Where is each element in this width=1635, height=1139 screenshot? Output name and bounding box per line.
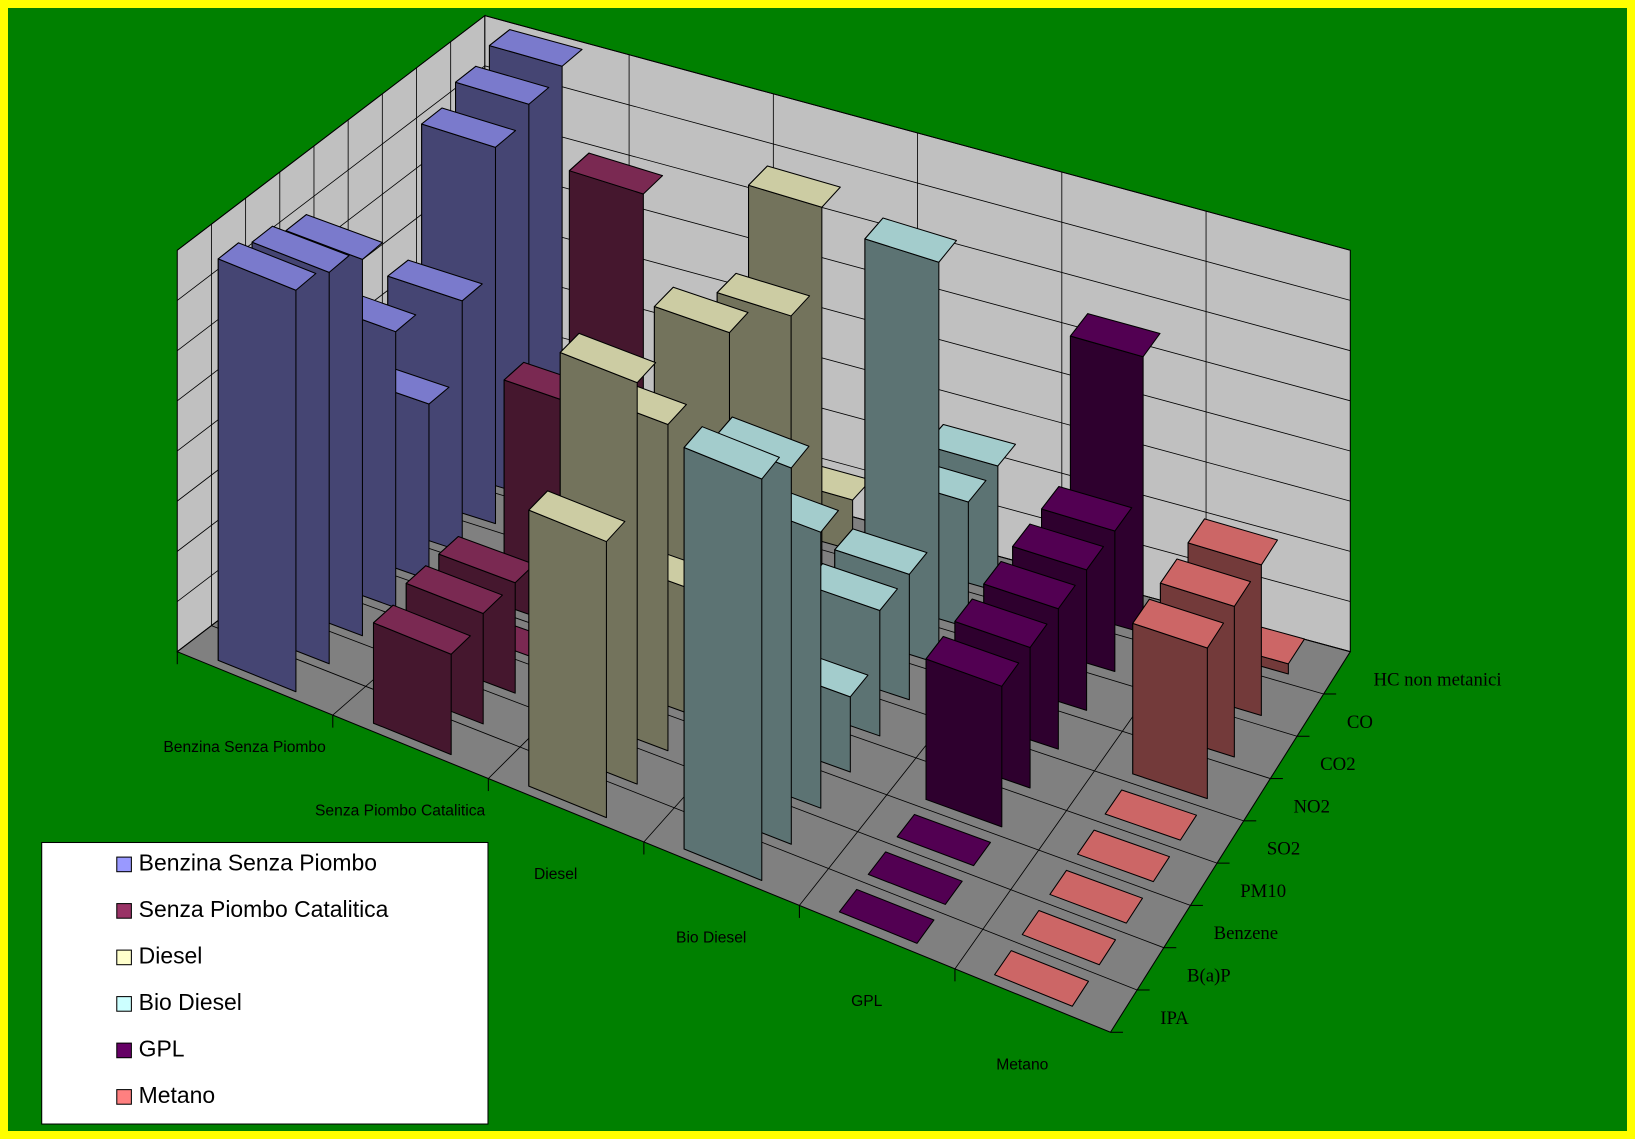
bar-top <box>1077 829 1171 883</box>
legend: Benzina Senza Piombo Senza Piombo Catalit… <box>41 841 489 1125</box>
bar-top <box>1069 313 1161 358</box>
bar-front <box>1132 622 1208 800</box>
legend-box <box>41 841 489 1125</box>
bar-top <box>683 426 780 480</box>
depth-tick-label: SO2 <box>1267 839 1300 860</box>
plot-area: Benzina Senza Piombo Senza Piombo Catalit… <box>41 14 1502 1125</box>
bar-top <box>528 490 626 543</box>
legend-swatch <box>116 996 132 1012</box>
bar-top <box>983 560 1076 610</box>
legend-label: Benzina Senza Piombo <box>139 849 377 875</box>
depth-tick-label: B(a)P <box>1187 965 1231 986</box>
bar <box>683 426 780 881</box>
bar-top <box>405 565 503 615</box>
bar-top <box>251 225 350 273</box>
bar-top <box>488 29 583 67</box>
depth-tick-label: Benzene <box>1214 923 1279 944</box>
depth-tick-label: IPA <box>1160 1008 1189 1029</box>
legend-swatch <box>116 949 132 966</box>
bar <box>867 851 963 905</box>
bar-top <box>748 165 841 208</box>
bar-top <box>1012 523 1105 571</box>
bar-top <box>1049 869 1144 924</box>
legend-swatch <box>116 1089 132 1105</box>
depth-tick-label: CO <box>1347 712 1373 733</box>
bar-top <box>1187 518 1279 566</box>
depth-tick-label: NO2 <box>1294 796 1330 817</box>
bar-top <box>1021 909 1117 966</box>
bar-top <box>559 332 657 384</box>
bar <box>1021 909 1117 966</box>
bar-top <box>421 107 517 148</box>
bar-front <box>528 509 607 819</box>
bar-top <box>864 217 957 263</box>
legend-swatch <box>116 856 132 873</box>
bar-top <box>994 950 1089 1007</box>
bar-front <box>683 447 763 881</box>
bar-front <box>217 258 297 693</box>
bar-top <box>1159 558 1252 607</box>
bar <box>994 950 1089 1007</box>
depth-tick-label: HC non metanici <box>1373 669 1501 690</box>
bar <box>838 888 935 944</box>
bar-top <box>896 813 991 867</box>
depth-tick-label: CO2 <box>1320 754 1355 775</box>
bar <box>925 635 1020 828</box>
x-tick-label: Diesel <box>534 866 577 883</box>
bar <box>1077 829 1171 883</box>
x-tick-label: Metano <box>996 1056 1048 1073</box>
bar <box>1049 869 1144 924</box>
bar-top <box>834 528 928 575</box>
bar-top <box>925 635 1020 687</box>
bar-top <box>838 888 935 944</box>
legend-label: Diesel <box>139 942 203 968</box>
depth-tick-label: PM10 <box>1240 881 1286 902</box>
legend-label: Bio Diesel <box>139 989 242 1015</box>
bar-front <box>925 658 1003 828</box>
bar <box>1104 789 1198 841</box>
bar-top <box>372 604 471 655</box>
bar-top <box>387 259 483 302</box>
x-tick-label: GPL <box>851 993 883 1010</box>
bar-top <box>1041 486 1133 532</box>
bar <box>896 813 991 867</box>
floor-divider <box>211 625 1138 991</box>
bar <box>217 242 317 693</box>
bar <box>372 604 471 756</box>
legend-label: Senza Piombo Catalitica <box>139 896 389 922</box>
bar-top <box>568 152 664 195</box>
bar-top <box>1132 598 1225 649</box>
legend-label: GPL <box>139 1035 185 1061</box>
bar-top <box>217 242 317 291</box>
bar-top <box>455 65 550 105</box>
x-tick-label: Bio Diesel <box>676 929 746 946</box>
x-tick-label: Benzina Senza Piombo <box>163 739 326 756</box>
bar-top <box>867 851 963 905</box>
legend-swatch <box>116 1042 132 1059</box>
legend-swatch <box>116 903 132 919</box>
bar-top <box>954 598 1048 649</box>
bar <box>1132 598 1225 800</box>
bar-top <box>1104 789 1198 841</box>
bar <box>528 490 626 819</box>
legend-label: Metano <box>139 1082 215 1108</box>
bar-top <box>653 286 749 334</box>
bar-top <box>285 214 383 260</box>
bar-top <box>716 272 811 317</box>
x-tick-label: Senza Piombo Catalitica <box>315 803 486 820</box>
